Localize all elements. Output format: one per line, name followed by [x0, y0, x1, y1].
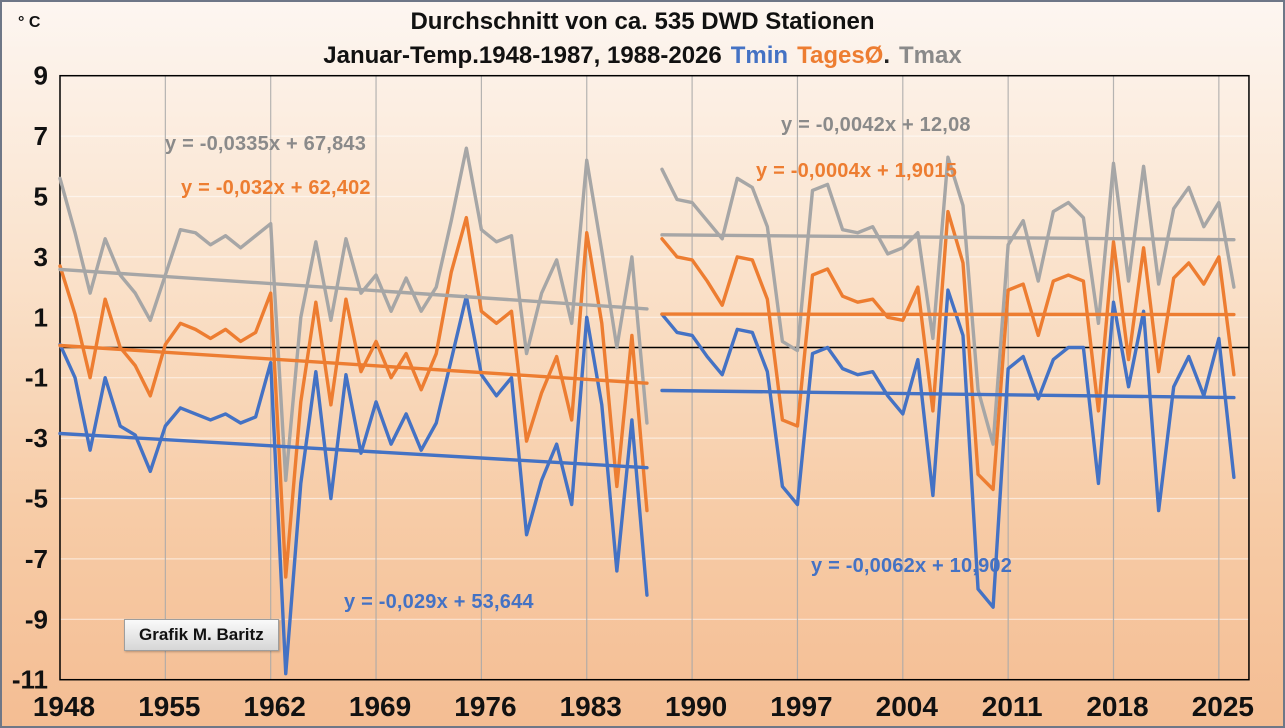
tageso-series-line-1948-1987 [58, 215, 649, 579]
y-tick-label--1: -1 [25, 363, 48, 393]
y-tick-label-7: 7 [34, 121, 48, 151]
x-tick-label-1976: 1976 [454, 691, 516, 722]
tmin-trendline-1988-2026 [660, 388, 1236, 400]
y-axis-unit-label: ° C [18, 14, 41, 31]
tageso-series-line-1988-2026 [660, 209, 1236, 492]
tmax-series-line-1988-2026 [660, 155, 1236, 446]
x-tick-label-2025: 2025 [1192, 691, 1254, 722]
tmax-series-line-1948-1987 [58, 146, 649, 483]
y-tick-label-1: 1 [34, 302, 48, 332]
x-tick-label-2011: 2011 [982, 691, 1043, 722]
x-tick-label-1983: 1983 [560, 691, 622, 722]
x-tick-label-1955: 1955 [138, 691, 200, 722]
y-tick-label--7: -7 [25, 544, 48, 574]
y-tick-label-5: 5 [34, 182, 48, 212]
trend-equation-tmax-left: y = -0,0335x + 67,843 [165, 133, 367, 155]
y-tick-label--3: -3 [25, 423, 48, 453]
y-tick-label-3: 3 [34, 242, 48, 272]
legend-item-tmin: Tmin [730, 42, 789, 69]
plot-border [59, 74, 1250, 681]
y-tick-label--9: -9 [25, 604, 48, 634]
legend-separator: . [883, 42, 891, 69]
x-tick-label-1962: 1962 [244, 691, 306, 722]
subtitle-period-text: Januar-Temp.1948-1987, 1988-2026 [323, 42, 722, 69]
tmax-trendline-1988-2026 [660, 233, 1236, 242]
tmin-trendline-1948-1987 [58, 431, 649, 470]
credit-label: Grafik M. Baritz [124, 619, 279, 651]
chart-title: Durchschnitt von ca. 535 DWD Stationen [410, 8, 875, 35]
tmin-series-line-1988-2026 [660, 288, 1236, 609]
legend-item-tmax: Tmax [899, 42, 962, 69]
trend-equation-tmax-right: y = -0,0042x + 12,08 [781, 114, 971, 136]
x-tick-label-1969: 1969 [349, 691, 411, 722]
tageso-trendline-1948-1987 [58, 343, 649, 385]
trend-equation-tagso-right: y = -0,0004x + 1,9015 [756, 160, 958, 182]
y-tick-label--11: -11 [12, 665, 48, 695]
chart-subtitle: Januar-Temp.1948-1987, 1988-2026 Tmin Tage… [2, 42, 1283, 70]
trend-equation-tmin-right: y = -0,0062x + 10,902 [811, 555, 1013, 577]
trend-equation-tmin-left: y = -0,029x + 53,644 [344, 591, 534, 613]
trend-equation-tagso-left: y = -0,032x + 62,402 [181, 177, 371, 199]
x-tick-label-1997: 1997 [770, 691, 832, 722]
y-tick-label--5: -5 [25, 484, 48, 514]
x-tick-label-1948: 1948 [33, 691, 95, 722]
x-tick-label-2004: 2004 [876, 691, 939, 722]
x-tick-label-1990: 1990 [665, 691, 727, 722]
legend-item-tagso: TagesØ [797, 42, 884, 69]
tmax-trendline-1948-1987 [58, 267, 649, 311]
y-tick-label-9: 9 [34, 61, 48, 91]
x-tick-label-2018: 2018 [1086, 691, 1148, 722]
